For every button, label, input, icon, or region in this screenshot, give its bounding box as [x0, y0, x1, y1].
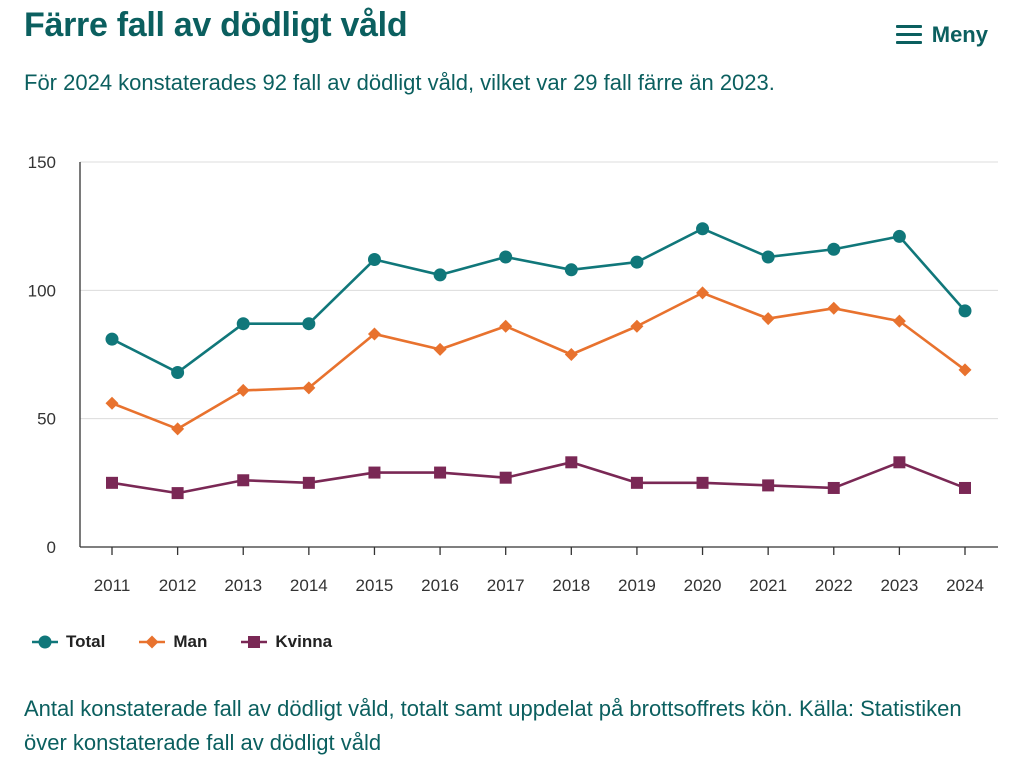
y-tick-label: 50: [37, 410, 56, 429]
page-subtitle: För 2024 konstaterades 92 fall av dödlig…: [24, 70, 775, 95]
data-point-total: [499, 250, 513, 264]
legend-item-man[interactable]: Man: [137, 632, 207, 652]
y-tick-label: 0: [47, 538, 56, 557]
series-kvinna: [106, 456, 971, 500]
legend-swatch-marker: [248, 636, 261, 648]
data-point-kvinna: [630, 476, 643, 489]
menu-label: Meny: [931, 21, 988, 47]
hamburger-icon: [895, 20, 922, 49]
legend-swatch-total: [32, 635, 58, 649]
data-point-man: [630, 319, 644, 333]
data-point-total: [761, 250, 775, 264]
x-axis-ticks: 2011 2012 2013 2014 2015 2016 2017 2018 2019 2020…: [94, 547, 984, 595]
x-tick-label: 2014: [290, 576, 328, 595]
x-tick-label: 2018: [552, 576, 590, 595]
x-tick-label: 2012: [159, 576, 197, 595]
data-point-man: [499, 319, 513, 333]
series-line-kvinna: [111, 460, 966, 495]
legend-swatch-kvinna: [241, 636, 268, 648]
data-point-man: [696, 286, 710, 300]
data-point-kvinna: [434, 466, 447, 479]
data-point-kvinna: [827, 481, 840, 494]
y-tick-label: 150: [28, 153, 56, 172]
data-point-total: [630, 255, 644, 269]
data-point-total: [564, 263, 578, 277]
x-tick-label: 2016: [421, 576, 459, 595]
data-point-kvinna: [696, 476, 709, 489]
data-point-kvinna: [762, 479, 775, 492]
legend-label-kvinna: Kvinna: [275, 632, 333, 651]
data-point-man: [892, 314, 906, 328]
data-point-total: [892, 229, 906, 243]
x-tick-label: 2023: [880, 576, 918, 595]
data-point-total: [827, 242, 841, 256]
data-point-kvinna: [565, 456, 578, 469]
x-tick-label: 2021: [749, 576, 787, 595]
data-point-man: [761, 312, 775, 326]
data-point-man: [236, 383, 250, 397]
legend-item-total[interactable]: Total: [30, 632, 105, 652]
data-point-total: [367, 253, 381, 267]
data-point-total: [236, 317, 250, 331]
legend-swatch-marker: [38, 635, 52, 649]
legend-swatch-man: [139, 635, 166, 649]
data-point-kvinna: [893, 456, 906, 469]
data-point-man: [105, 396, 119, 410]
x-tick-label: 2013: [224, 576, 262, 595]
data-point-kvinna: [302, 476, 315, 489]
data-point-kvinna: [499, 471, 512, 484]
legend-swatch-marker: [145, 635, 159, 649]
legend-label-total: Total: [66, 632, 106, 651]
data-point-kvinna: [237, 474, 250, 487]
data-point-total: [696, 222, 710, 236]
series-line-man: [111, 291, 966, 431]
chart-grid: [80, 161, 998, 420]
x-tick-label: 2020: [684, 576, 722, 595]
data-point-kvinna: [368, 466, 381, 479]
data-point-man: [958, 363, 972, 377]
x-tick-label: 2017: [487, 576, 525, 595]
data-point-kvinna: [106, 476, 118, 489]
data-point-kvinna: [959, 481, 971, 494]
data-point-man: [564, 348, 578, 361]
data-point-man: [433, 342, 447, 356]
x-tick-label: 2024: [946, 576, 984, 595]
data-point-kvinna: [171, 487, 184, 500]
data-point-man: [367, 327, 381, 341]
data-point-man: [302, 381, 316, 395]
series-line-total: [111, 227, 966, 374]
series-man: [105, 286, 972, 436]
data-point-total: [105, 332, 119, 346]
chart-caption: Antal konstaterade fall av dödligt våld,…: [24, 696, 962, 755]
chart-axes: [79, 162, 998, 548]
data-point-total: [958, 304, 972, 318]
menu-button[interactable]: Meny: [895, 20, 988, 49]
chart-series: [105, 222, 972, 500]
x-tick-label: 2022: [815, 576, 853, 595]
legend-label-man: Man: [173, 632, 208, 651]
data-point-man: [827, 301, 841, 315]
y-axis-ticks: 0 50 100 150: [28, 153, 56, 557]
data-point-total: [302, 317, 316, 331]
data-point-total: [433, 268, 447, 282]
x-tick-label: 2015: [356, 576, 394, 595]
y-tick-label: 100: [28, 281, 56, 300]
page-title: Färre fall av dödligt våld: [24, 6, 408, 44]
data-point-total: [171, 365, 185, 379]
data-point-man: [171, 422, 185, 436]
legend-item-kvinna[interactable]: Kvinna: [239, 632, 332, 652]
x-tick-label: 2011: [94, 576, 131, 595]
series-total: [105, 222, 972, 379]
x-tick-label: 2019: [618, 576, 656, 595]
chart-legend: Total Man Kvinna: [30, 632, 332, 652]
